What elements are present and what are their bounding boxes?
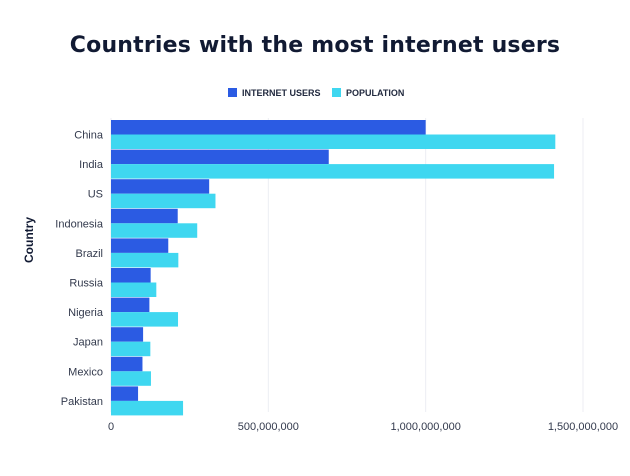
bar-us-internet-users <box>111 179 210 194</box>
bar-mexico-internet-users <box>111 356 143 372</box>
legend-label: POPULATION <box>346 88 404 98</box>
category-label: China <box>74 130 104 142</box>
bar-brazil-internet-users <box>111 238 169 253</box>
category-label: Mexico <box>68 366 103 378</box>
bar-china-population <box>111 134 556 149</box>
category-labels: China India US Indonesia Brazil Russia Nigeria… <box>55 130 104 408</box>
bar-russia-population <box>111 282 157 297</box>
bar-japan-population <box>111 341 151 357</box>
category-label: Russia <box>69 278 104 290</box>
category-label: Nigeria <box>68 307 104 319</box>
bar-brazil-population <box>111 252 179 268</box>
bar-russia-internet-users <box>111 268 151 283</box>
x-tick-label: 1,000,000,000 <box>390 421 460 433</box>
bar-nigeria-internet-users <box>111 297 150 313</box>
x-tick-labels: 0 500,000,000 1,000,000,000 1,500,000,000 <box>108 421 618 433</box>
category-label: US <box>88 189 103 201</box>
legend-label: INTERNET USERS <box>242 88 321 98</box>
bar-india-internet-users <box>111 149 329 165</box>
x-tick-label: 1,500,000,000 <box>548 421 618 433</box>
legend-swatch <box>332 88 341 97</box>
bar-japan-internet-users <box>111 327 144 342</box>
chart-title: Countries with the most internet users <box>69 33 561 58</box>
category-label: Brazil <box>75 248 103 260</box>
y-axis-title: Country <box>22 217 36 263</box>
category-label: Indonesia <box>55 218 104 230</box>
bars <box>111 120 556 416</box>
bar-indonesia-internet-users <box>111 208 178 224</box>
bar-china-internet-users <box>111 120 426 135</box>
bar-nigeria-population <box>111 312 179 327</box>
category-label: Pakistan <box>61 396 103 408</box>
legend-swatch <box>228 88 237 97</box>
x-tick-label: 500,000,000 <box>238 421 299 433</box>
bar-pakistan-internet-users <box>111 386 139 401</box>
bar-indonesia-population <box>111 223 198 238</box>
category-label: Japan <box>73 337 103 349</box>
legend: INTERNET USERS POPULATION <box>228 88 404 98</box>
bar-india-population <box>111 164 555 179</box>
bar-mexico-population <box>111 371 151 386</box>
bar-pakistan-population <box>111 400 184 416</box>
category-label: India <box>79 159 104 171</box>
bar-us-population <box>111 193 216 209</box>
x-tick-label: 0 <box>108 421 114 433</box>
